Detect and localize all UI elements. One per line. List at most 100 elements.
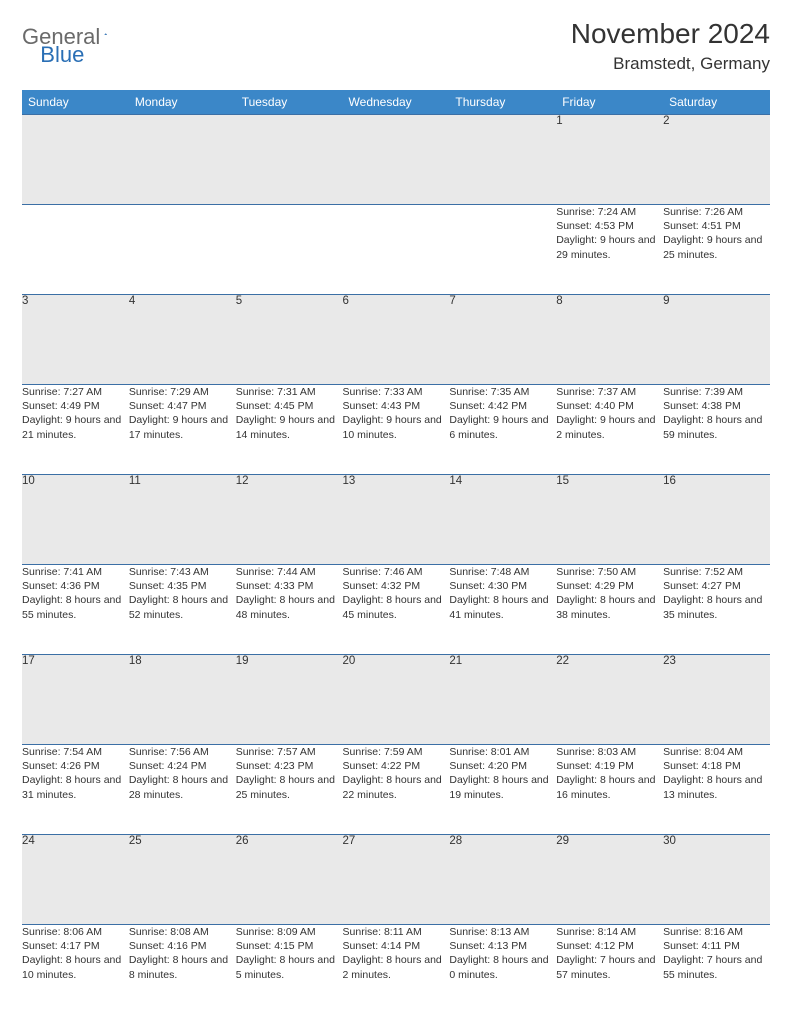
- day-number-row: 24252627282930: [22, 835, 770, 925]
- sunrise-line: Sunrise: 7:29 AM: [129, 386, 209, 398]
- daylight-line: Daylight: 9 hours and 29 minutes.: [556, 234, 655, 260]
- daylight-line: Daylight: 8 hours and 19 minutes.: [449, 774, 548, 800]
- day-content-row: Sunrise: 7:27 AM Sunset: 4:49 PM Daylight:…: [22, 385, 770, 475]
- daylight-line: Daylight: 9 hours and 10 minutes.: [343, 414, 442, 440]
- day-content-cell: Sunrise: 8:03 AMSunset: 4:19 PMDaylight:…: [556, 745, 663, 835]
- day-content-row: Sunrise: 8:06 AMSunset: 4:17 PMDaylight:…: [22, 925, 770, 1015]
- sunset-line: Sunset: 4:11 PM: [663, 940, 740, 952]
- calendar-table: SundayMondayTuesdayWednesdayThursdayFrid…: [22, 90, 770, 1015]
- sunrise-line: Sunrise: 8:04 AM: [663, 746, 743, 758]
- sunrise-line: Sunrise: 7:43 AM: [129, 566, 209, 578]
- sunrise-line: Sunrise: 7:56 AM: [129, 746, 209, 758]
- daylight-line: Daylight: 8 hours and 45 minutes.: [343, 594, 442, 620]
- day-number-cell: 25: [129, 835, 236, 925]
- title-block: November 2024 Bramstedt, Germany: [571, 18, 770, 74]
- sunset-line: Sunset: 4:12 PM: [556, 940, 634, 952]
- sunrise-line: Sunrise: 8:16 AM: [663, 926, 743, 938]
- sunset-line: Sunset: 4:40 PM: [556, 400, 634, 412]
- day-number-cell: 3: [22, 295, 129, 385]
- logo: General Blue: [22, 18, 176, 50]
- location-subtitle: Bramstedt, Germany: [571, 54, 770, 74]
- sunrise-line: Sunrise: 8:14 AM: [556, 926, 636, 938]
- sunset-line: Sunset: 4:32 PM: [343, 580, 421, 592]
- day-number-cell: [449, 115, 556, 205]
- day-content-row: Sunrise: 7:24 AMSunset: 4:53 PMDaylight:…: [22, 205, 770, 295]
- sunrise-line: Sunrise: 7:24 AM: [556, 206, 636, 218]
- day-number-cell: 19: [236, 655, 343, 745]
- daylight-line: Daylight: 8 hours and 28 minutes.: [129, 774, 228, 800]
- day-content-cell: Sunrise: 8:04 AM Sunset: 4:18 PM Daylight:…: [663, 745, 770, 835]
- daylight-line: Daylight: 8 hours and 55 minutes.: [22, 594, 121, 620]
- day-number-cell: 24: [22, 835, 129, 925]
- daylight-line: Daylight: 8 hours and 16 minutes.: [556, 774, 655, 800]
- daylight-line: Daylight: 8 hours and 59 minutes.: [663, 414, 762, 440]
- sunrise-line: Sunrise: 8:11 AM: [343, 926, 422, 938]
- day-content-cell: [343, 205, 450, 295]
- day-number-row: 10111213141516: [22, 475, 770, 565]
- sunset-line: Sunset: 4:24 PM: [129, 760, 207, 772]
- weekday-header: Wednesday: [343, 90, 450, 115]
- sunset-line: Sunset: 4:35 PM: [129, 580, 207, 592]
- sunset-line: Sunset: 4:42 PM: [449, 400, 527, 412]
- calendar-header-row: SundayMondayTuesdayWednesdayThursdayFrid…: [22, 90, 770, 115]
- daylight-line: Daylight: 8 hours and 13 minutes.: [663, 774, 762, 800]
- day-number-cell: 6: [343, 295, 450, 385]
- day-content-cell: Sunrise: 7:24 AMSunset: 4:53 PMDaylight:…: [556, 205, 663, 295]
- day-number-cell: [129, 115, 236, 205]
- day-content-cell: Sunrise: 7:56 AM Sunset: 4:24 PM Daylight:…: [129, 745, 236, 835]
- day-number-row: 3456789: [22, 295, 770, 385]
- sunset-line: Sunset: 4:51 PM: [663, 220, 741, 232]
- day-content-cell: [22, 205, 129, 295]
- sunrise-line: Sunrise: 8:13 AM: [449, 926, 529, 938]
- daylight-line: Daylight: 9 hours and 2 minutes.: [556, 414, 655, 440]
- day-content-cell: Sunrise: 7:33 AMSunset: 4:43 PMDaylight:…: [343, 385, 450, 475]
- day-number-cell: 16: [663, 475, 770, 565]
- day-content-cell: [236, 205, 343, 295]
- day-number-cell: 28: [449, 835, 556, 925]
- day-content-cell: Sunrise: 7:46 AMSunset: 4:32 PMDaylight:…: [343, 565, 450, 655]
- sunrise-line: Sunrise: 7:48 AM: [449, 566, 529, 578]
- sunrise-line: Sunrise: 8:03 AM: [556, 746, 636, 758]
- day-content-row: Sunrise: 7:54 AMSunset: 4:26 PMDaylight:…: [22, 745, 770, 835]
- day-number-cell: [22, 115, 129, 205]
- day-content-cell: Sunrise: 7:59 AMSunset: 4:22 PMDaylight:…: [343, 745, 450, 835]
- day-number-cell: 11: [129, 475, 236, 565]
- day-content-cell: Sunrise: 7:39 AMSunset: 4:38 PMDaylight:…: [663, 385, 770, 475]
- day-number-cell: 8: [556, 295, 663, 385]
- day-number-cell: 9: [663, 295, 770, 385]
- day-number-cell: 23: [663, 655, 770, 745]
- day-content-row: Sunrise: 7:41 AMSunset: 4:36 PMDaylight:…: [22, 565, 770, 655]
- sunrise-line: Sunrise: 7:50 AM: [556, 566, 636, 578]
- day-content-cell: Sunrise: 7:37 AM Sunset: 4:40 PM Daylight:…: [556, 385, 663, 475]
- day-content-cell: Sunrise: 7:52 AMSunset: 4:27 PMDaylight:…: [663, 565, 770, 655]
- day-number-row: 17181920212223: [22, 655, 770, 745]
- sunset-line: Sunset: 4:18 PM: [663, 760, 741, 772]
- daylight-line: Daylight: 8 hours and 22 minutes.: [343, 774, 442, 800]
- day-content-cell: Sunrise: 7:57 AMSunset: 4:23 PMDaylight:…: [236, 745, 343, 835]
- day-number-cell: 18: [129, 655, 236, 745]
- day-content-cell: [449, 205, 556, 295]
- sunset-line: Sunset: 4:38 PM: [663, 400, 741, 412]
- sunrise-line: Sunrise: 7:57 AM: [236, 746, 316, 758]
- sunset-line: Sunset: 4:49 PM: [22, 400, 100, 412]
- weekday-header: Monday: [129, 90, 236, 115]
- weekday-header: Sunday: [22, 90, 129, 115]
- daylight-line: Daylight: 8 hours and 31 minutes.: [22, 774, 121, 800]
- weekday-header: Thursday: [449, 90, 556, 115]
- sunset-line: Sunset: 4:16 PM: [129, 940, 207, 952]
- daylight-line: Daylight: 9 hours and 17 minutes.: [129, 414, 228, 440]
- sunset-line: Sunset: 4:17 PM: [22, 940, 100, 952]
- weekday-header: Friday: [556, 90, 663, 115]
- day-number-cell: 14: [449, 475, 556, 565]
- daylight-line: Daylight: 8 hours and 35 minutes.: [663, 594, 762, 620]
- day-content-cell: Sunrise: 7:43 AMSunset: 4:35 PMDaylight:…: [129, 565, 236, 655]
- sunrise-line: Sunrise: 7:37 AM: [556, 386, 636, 398]
- logo-text-blue: Blue: [40, 42, 84, 68]
- day-content-cell: Sunrise: 7:31 AMSunset: 4:45 PMDaylight:…: [236, 385, 343, 475]
- day-number-cell: 29: [556, 835, 663, 925]
- day-content-cell: Sunrise: 7:54 AMSunset: 4:26 PMDaylight:…: [22, 745, 129, 835]
- sunrise-line: Sunrise: 7:26 AM: [663, 206, 743, 218]
- sunset-line: Sunset: 4:15 PM: [236, 940, 314, 952]
- sunset-line: Sunset: 4:23 PM: [236, 760, 314, 772]
- sunrise-line: Sunrise: 7:27 AM: [22, 386, 102, 398]
